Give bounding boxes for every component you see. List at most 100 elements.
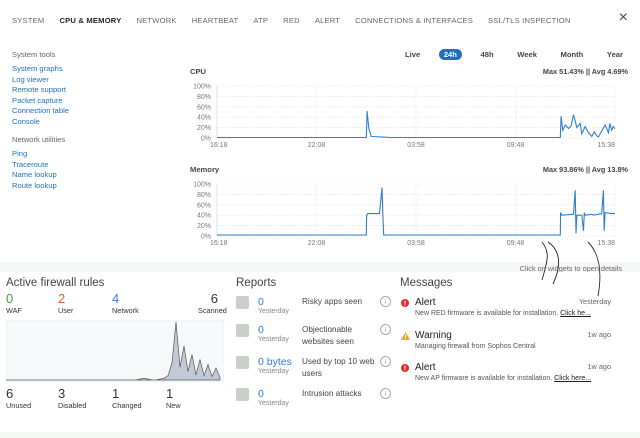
tab-system[interactable]: SYSTEM bbox=[12, 16, 45, 25]
message-type: Warning bbox=[415, 330, 452, 341]
cpu-chart[interactable]: 100% 80% 60% 40% 20% 0%16:18 22:08 03:58 09:48 15… bbox=[175, 78, 630, 152]
fw-stat-user[interactable]: 2 User bbox=[58, 292, 73, 315]
message-warning[interactable]: Warning Managing firewall from Sophos Cen… bbox=[401, 330, 631, 360]
y-tick-label: 100% bbox=[193, 84, 211, 91]
fw-label: User bbox=[58, 306, 74, 315]
download-icon[interactable]: ↓ bbox=[380, 388, 391, 399]
messages-title: Messages bbox=[400, 277, 453, 289]
memory-chart[interactable]: 100% 80% 60% 40% 20% 0%16:18 22:08 03:58 09:48 15… bbox=[175, 176, 630, 250]
report-value: 0 bytes bbox=[258, 356, 292, 368]
link-name-lookup[interactable]: Name lookup bbox=[12, 170, 57, 179]
series-line bbox=[217, 110, 616, 139]
y-tick-label: 0% bbox=[201, 136, 211, 143]
report-chart-icon bbox=[236, 356, 249, 369]
tab-alert[interactable]: ALERT bbox=[314, 16, 341, 25]
sidebar: System tools System graphs Log viewer Remo… bbox=[12, 50, 69, 191]
messages-widget[interactable] bbox=[395, 272, 640, 432]
link-traceroute[interactable]: Traceroute bbox=[12, 159, 49, 169]
report-value: 0 bbox=[258, 324, 264, 336]
y-tick-label: 80% bbox=[197, 94, 211, 101]
y-tick-label: 0% bbox=[201, 234, 211, 241]
download-icon[interactable]: ↓ bbox=[380, 356, 391, 367]
fw-stat-new[interactable]: 1 New bbox=[166, 387, 181, 410]
message-time: 1w ago bbox=[587, 330, 611, 339]
message-body: New RED firmware is available for instal… bbox=[415, 310, 559, 317]
range-48h[interactable]: 48h bbox=[480, 50, 494, 59]
download-icon[interactable]: ↓ bbox=[380, 324, 391, 335]
y-tick-label: 20% bbox=[197, 223, 211, 230]
network-utilities-heading: Network utilities bbox=[12, 135, 66, 144]
reports-widget[interactable] bbox=[230, 272, 395, 432]
tab-ssl-tls-inspection[interactable]: SSL/TLS INSPECTION bbox=[488, 16, 571, 25]
system-tools-heading: System tools bbox=[12, 50, 56, 59]
fw-count: 1 bbox=[112, 386, 120, 401]
report-risky-apps-seen[interactable]: 0 Yesterday Risky apps seen ↓ bbox=[236, 296, 391, 326]
report-intrusion-attacks[interactable]: 0 Yesterday Intrusion attacks ↓ bbox=[236, 388, 391, 418]
report-chart-icon bbox=[236, 324, 249, 337]
tab-heartbeat[interactable]: HEARTBEAT bbox=[191, 16, 239, 25]
fw-label: Scanned bbox=[198, 306, 227, 315]
area-series bbox=[6, 321, 221, 381]
fw-stat-unused[interactable]: 6 Unused bbox=[6, 387, 31, 410]
message-link[interactable]: Click he... bbox=[560, 310, 591, 317]
y-tick-label: 60% bbox=[197, 202, 211, 209]
range-month[interactable]: Month bbox=[560, 50, 584, 59]
message-type: Alert bbox=[415, 362, 436, 373]
report-objectionable-websites-seen[interactable]: 0 Yesterday Objectionable websites seen ↓ bbox=[236, 324, 391, 354]
fw-stat-changed[interactable]: 1 Changed bbox=[112, 387, 142, 410]
download-icon[interactable]: ↓ bbox=[380, 296, 391, 307]
x-tick-label: 16:18 bbox=[210, 240, 228, 247]
series-line bbox=[217, 187, 615, 236]
range-week[interactable]: Week bbox=[517, 50, 537, 59]
fw-stat-network[interactable]: 4 Network bbox=[112, 292, 139, 315]
alert-icon bbox=[401, 364, 409, 374]
fw-count: 6 bbox=[210, 291, 218, 306]
link-log-viewer[interactable]: Log viewer bbox=[12, 74, 49, 84]
link-remote-support[interactable]: Remote support bbox=[12, 85, 67, 94]
report-value: 0 bbox=[258, 388, 264, 400]
message-text: Managing firewall from Sophos Central bbox=[415, 343, 536, 350]
link-system-graphs[interactable]: System graphs bbox=[12, 64, 63, 73]
x-tick-label: 22:08 bbox=[308, 240, 326, 247]
alert-icon bbox=[401, 299, 409, 309]
report-used-by-top-10-web-users[interactable]: 0 bytes Yesterday Used by top 10 web users… bbox=[236, 356, 391, 386]
tab-cpu-memory[interactable]: CPU & MEMORY bbox=[59, 16, 122, 25]
link-packet-capture[interactable]: Packet capture bbox=[12, 95, 63, 105]
reports-title: Reports bbox=[236, 277, 277, 289]
message-text: New AP firmware is available for install… bbox=[415, 375, 591, 382]
fw-count: 3 bbox=[58, 386, 66, 401]
cpu-memory-panel: SYSTEM CPU & MEMORY NETWORK HEARTBEAT ATP RED… bbox=[0, 0, 640, 262]
close-icon[interactable]: × bbox=[618, 9, 628, 26]
message-alert[interactable]: Alert New AP firmware is available for in… bbox=[401, 362, 631, 392]
cpu-chart-title: CPU bbox=[190, 67, 207, 76]
link-console[interactable]: Console bbox=[12, 116, 40, 126]
x-tick-label: 16:18 bbox=[210, 142, 228, 149]
report-label: Risky apps seen bbox=[302, 297, 363, 306]
range-24h[interactable]: 24h bbox=[438, 49, 462, 60]
tab-connections-interfaces[interactable]: CONNECTIONS & INTERFACES bbox=[355, 16, 474, 25]
fw-count: 4 bbox=[112, 291, 120, 306]
tab-network[interactable]: NETWORK bbox=[136, 16, 177, 25]
x-tick-label: 15:38 bbox=[597, 240, 615, 247]
fw-stat-waf[interactable]: 0 WAF bbox=[6, 292, 22, 315]
range-live[interactable]: Live bbox=[405, 50, 421, 59]
fw-stat-scanned[interactable]: 6 Scanned bbox=[198, 291, 227, 315]
x-tick-label: 22:08 bbox=[308, 142, 326, 149]
message-link[interactable]: Click here... bbox=[554, 375, 592, 382]
fw-count: 0 bbox=[6, 291, 14, 306]
memory-chart-title: Memory bbox=[190, 165, 220, 174]
fw-label: Changed bbox=[112, 401, 142, 410]
link-route-lookup[interactable]: Route lookup bbox=[12, 180, 57, 190]
report-label: Intrusion attacks bbox=[302, 389, 362, 398]
message-text: New RED firmware is available for instal… bbox=[415, 310, 591, 317]
link-connection-table[interactable]: Connection table bbox=[12, 106, 69, 115]
x-tick-label: 03:58 bbox=[407, 240, 425, 247]
tab-red[interactable]: RED bbox=[283, 16, 300, 25]
report-chart-icon bbox=[236, 296, 249, 309]
range-year[interactable]: Year bbox=[606, 50, 623, 59]
tab-atp[interactable]: ATP bbox=[253, 16, 269, 25]
fw-stat-disabled[interactable]: 3 Disabled bbox=[58, 387, 86, 410]
message-alert[interactable]: Alert New RED firmware is available for i… bbox=[401, 297, 631, 327]
link-ping[interactable]: Ping bbox=[12, 149, 28, 158]
report-label: Used by top 10 web users bbox=[302, 357, 375, 378]
